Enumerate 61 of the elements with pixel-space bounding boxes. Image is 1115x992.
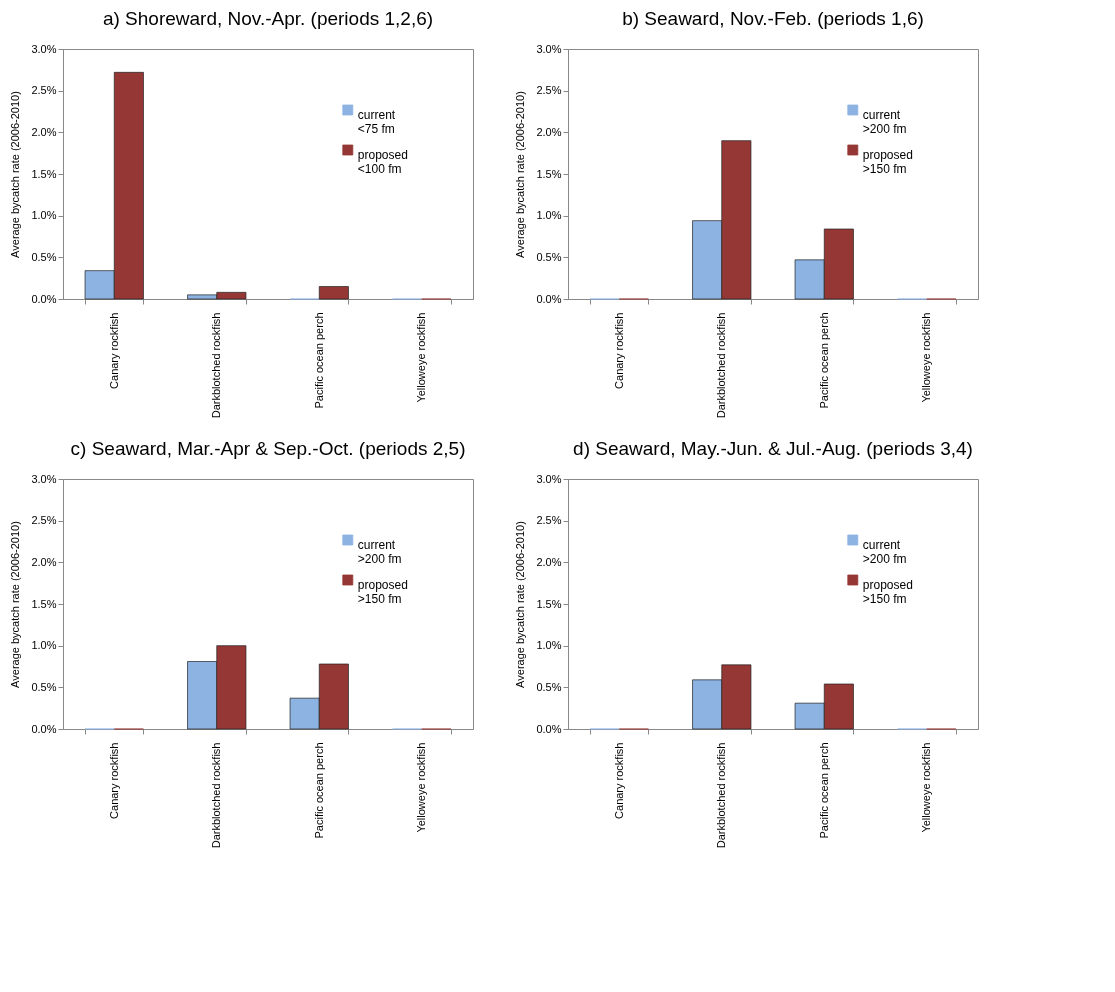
x-tick-label: Canary rockfish [107, 742, 120, 819]
y-tick-label: 0.5% [31, 250, 57, 263]
y-tick-label: 2.5% [536, 84, 562, 97]
y-tick-label: 1.0% [31, 639, 57, 652]
y-tick-label: 1.5% [31, 167, 57, 180]
y-tick-label: 3.0% [536, 472, 562, 485]
legend-label: current >200 fm [862, 108, 907, 136]
y-tick-label: 0.0% [536, 292, 562, 305]
y-tick-label: 1.0% [31, 209, 57, 222]
chart-title: c) Seaward, Mar.-Apr & Sep.-Oct. (periods 2,5) [70, 438, 466, 459]
x-tick-label: Darkblotched rockfish [715, 742, 728, 849]
x-tick-label: Darkblotched rockfish [210, 742, 223, 849]
y-tick-label: 2.0% [31, 125, 57, 138]
legend-label: proposed >150 fm [862, 578, 913, 606]
y-tick-label: 3.0% [31, 472, 57, 485]
legend-label: current >200 fm [862, 538, 907, 566]
y-tick-label: 2.5% [536, 514, 562, 527]
y-axis-title: Average bycatch rate (2006-2010) [9, 521, 22, 688]
legend-label: proposed <100 fm [357, 148, 408, 176]
y-tick-label: 3.0% [31, 42, 57, 55]
y-tick-label: 0.0% [31, 722, 57, 735]
legend-label: current <75 fm [357, 108, 396, 136]
y-tick-label: 0.5% [536, 680, 562, 693]
x-tick-label: Yelloweye rockfish [920, 742, 933, 833]
y-tick-label: 2.0% [536, 555, 562, 568]
x-tick-label: Yelloweye rockfish [415, 742, 428, 833]
y-tick-label: 1.5% [31, 597, 57, 610]
legend-label: proposed >150 fm [357, 578, 408, 606]
y-tick-label: 1.5% [536, 597, 562, 610]
y-tick-label: 0.5% [536, 250, 562, 263]
y-tick-label: 0.5% [31, 680, 57, 693]
y-tick-label: 3.0% [536, 42, 562, 55]
y-tick-label: 2.5% [31, 514, 57, 527]
x-tick-label: Yelloweye rockfish [415, 312, 428, 403]
x-tick-label: Pacific ocean perch [817, 742, 830, 839]
legend-label: current >200 fm [357, 538, 402, 566]
y-tick-label: 2.5% [31, 84, 57, 97]
y-axis-title: Average bycatch rate (2006-2010) [514, 521, 527, 688]
y-tick-label: 2.0% [31, 555, 57, 568]
y-tick-label: 2.0% [536, 125, 562, 138]
y-tick-label: 1.5% [536, 167, 562, 180]
x-tick-label: Pacific ocean perch [312, 312, 325, 409]
legend-label: proposed >150 fm [862, 148, 913, 176]
x-tick-label: Pacific ocean perch [312, 742, 325, 839]
x-tick-label: Darkblotched rockfish [210, 312, 223, 419]
x-tick-label: Canary rockfish [612, 312, 625, 389]
y-tick-label: 0.0% [31, 292, 57, 305]
x-tick-label: Canary rockfish [107, 312, 120, 389]
chart-title: b) Seaward, Nov.-Feb. (periods 1,6) [622, 8, 924, 29]
chart-title: a) Shoreward, Nov.-Apr. (periods 1,2,6) [102, 8, 434, 29]
y-axis-title: Average bycatch rate (2006-2010) [514, 91, 527, 258]
x-tick-label: Canary rockfish [612, 742, 625, 819]
x-tick-label: Yelloweye rockfish [920, 312, 933, 403]
y-tick-label: 1.0% [536, 639, 562, 652]
y-tick-label: 1.0% [536, 209, 562, 222]
x-tick-label: Darkblotched rockfish [715, 312, 728, 419]
bar [318, 286, 349, 300]
y-tick-label: 0.0% [536, 722, 562, 735]
x-tick-label: Pacific ocean perch [817, 312, 830, 409]
chart-title: d) Seaward, May.-Jun. & Jul.-Aug. (periods 3,4) [573, 438, 973, 459]
y-axis-title: Average bycatch rate (2006-2010) [9, 91, 22, 258]
